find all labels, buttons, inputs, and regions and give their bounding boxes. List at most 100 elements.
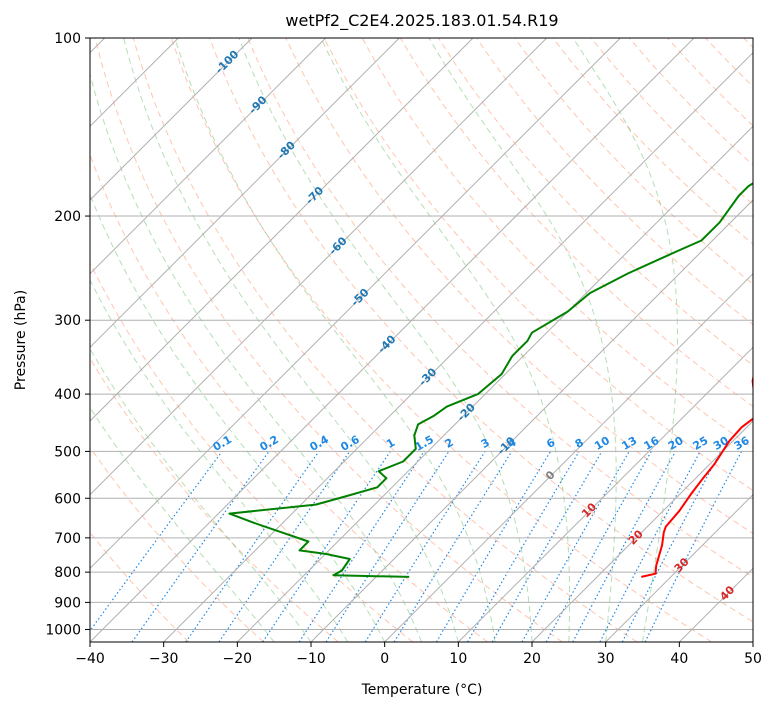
mixing-ratio-label: 3	[479, 436, 492, 451]
y-tick-label: 1000	[45, 622, 81, 638]
mixing-ratio-label: 0.4	[308, 433, 332, 454]
mixing-ratio-label: 1.5	[413, 433, 436, 454]
isotherm-line	[90, 38, 695, 642]
dry-adiabat	[552, 38, 753, 245]
isotherm-line	[90, 38, 327, 275]
dry-adiabat	[437, 38, 753, 366]
chart-title: wetPf2_C2E4.2025.183.01.54.R19	[285, 11, 558, 31]
isotherm-line	[310, 199, 753, 642]
x-tick-label: 40	[670, 651, 688, 667]
x-tick-label: 30	[597, 651, 615, 667]
dry-adiabat	[705, 38, 753, 88]
mixing-ratio-line	[218, 451, 351, 642]
mixing-ratio-label: 0.6	[338, 433, 362, 454]
mixing-ratio-line	[572, 451, 677, 642]
plot-frame	[89, 37, 754, 643]
mixing-ratio-line	[325, 451, 450, 642]
x-tick-label: 0	[380, 651, 389, 667]
mixing-ratio-label: 1	[384, 436, 397, 451]
x-tick-label: −40	[75, 651, 105, 667]
mixing-ratio-line	[393, 451, 513, 642]
mixing-ratio-line	[298, 451, 425, 642]
mixing-ratio-label: 2	[443, 436, 456, 451]
dry-adiabat	[476, 38, 753, 326]
y-tick-label: 700	[54, 531, 81, 547]
mixing-ratio-label: 16	[642, 434, 662, 453]
moist-adiabat	[90, 278, 349, 642]
mixing-ratio-label: 25	[691, 434, 711, 453]
mixing-ratio-label: 10	[592, 434, 612, 453]
dewpoint-profile-line	[228, 182, 753, 578]
dry-adiabat	[94, 38, 563, 642]
mixing-ratio-labels: 0.1 0.2 0.4 0.6 1 1.5 2 3 4 6 8 10 13 16 20 25 30 36	[211, 433, 752, 454]
y-tick-label: 800	[54, 565, 81, 581]
mixing-ratio-label: 0.1	[211, 433, 234, 454]
moist-adiabat	[90, 406, 275, 642]
isotherm-line	[90, 38, 253, 201]
mixing-ratio-line	[621, 451, 722, 642]
moist-adiabat	[238, 38, 533, 642]
mixing-ratio-line	[599, 451, 701, 642]
isotherm-label: 10	[579, 500, 599, 520]
moist-adiabat	[320, 38, 570, 642]
isotherm-line	[90, 38, 548, 496]
mixing-ratio-line	[435, 451, 552, 642]
y-tick-label: 900	[54, 595, 81, 611]
moist-adiabat	[90, 347, 312, 642]
moist-adiabat	[174, 38, 496, 642]
mixing-ratio-label: 36	[732, 434, 752, 453]
moist-adiabat	[90, 193, 386, 642]
dry-adiabat	[90, 153, 488, 642]
dry-adiabat	[132, 38, 638, 642]
x-axis: −40 −30 −20 −10 0 10 20 30 40 50	[75, 642, 762, 667]
dry-adiabat	[590, 38, 753, 206]
x-tick-label: 50	[744, 651, 762, 667]
mixing-ratio-line	[185, 451, 320, 642]
mixing-ratio-line	[545, 451, 652, 642]
isotherm-label: -40	[375, 332, 398, 355]
dry-adiabat	[323, 38, 753, 492]
temperature-profile-line	[641, 373, 753, 578]
isotherm-label: -50	[348, 286, 371, 309]
y-tick-label: 500	[54, 444, 81, 460]
mixing-ratio-line	[521, 451, 630, 642]
moist-adiabat	[572, 38, 678, 642]
dry-adiabat	[90, 446, 264, 642]
dry-adiabat	[90, 357, 339, 642]
isotherm-label: 40	[717, 583, 737, 603]
profile-series	[228, 182, 753, 578]
isotherm-line	[384, 272, 753, 642]
isotherm-label: -30	[416, 365, 439, 388]
y-tick-label: 600	[54, 491, 81, 507]
dry-adiabat	[743, 38, 753, 49]
dry-adiabat	[209, 38, 753, 623]
moist-adiabat	[123, 38, 459, 642]
isotherm-line	[457, 346, 753, 642]
dry-adiabat	[514, 38, 753, 285]
dry-adiabat	[285, 38, 753, 535]
background-lines	[90, 38, 753, 642]
isotherm-line	[236, 125, 753, 642]
dry-adiabat	[667, 38, 753, 127]
x-tick-label: 20	[523, 651, 541, 667]
isotherm-line	[678, 567, 753, 642]
x-tick-label: 10	[449, 651, 467, 667]
y-tick-label: 100	[54, 31, 81, 47]
mixing-ratio-line	[90, 451, 223, 632]
moist-adiabat	[428, 38, 617, 642]
isotherm-line	[90, 38, 400, 349]
y-tick-label: 300	[54, 313, 81, 329]
y-axis: 100 200 300 400 500 600 700 800 900 1000	[45, 31, 90, 638]
mixing-ratio-label: 20	[666, 434, 686, 453]
isotherm-label: -100	[213, 48, 242, 77]
mixing-ratio-line	[262, 451, 391, 642]
y-axis-title: Pressure (hPa)	[13, 290, 29, 390]
moist-adiabat	[90, 72, 422, 642]
y-tick-label: 200	[54, 209, 81, 225]
isotherm-line	[605, 493, 753, 642]
isotherm-line	[163, 51, 753, 642]
x-tick-label: −10	[296, 651, 326, 667]
